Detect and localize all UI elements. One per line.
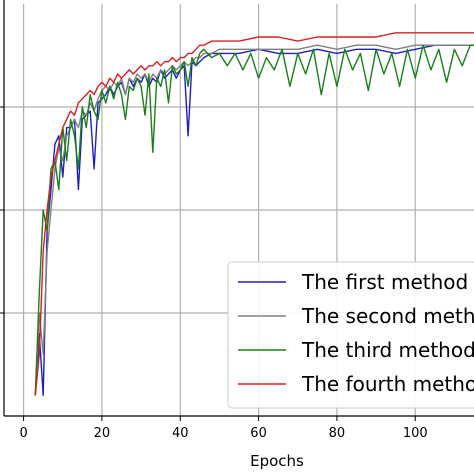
- x-tick-label: 0: [19, 426, 27, 441]
- grid-lines: [4, 4, 474, 416]
- legend-label-2: The second method: [301, 304, 474, 328]
- x-axis-label: Epochs: [250, 452, 304, 470]
- axes: [0, 0, 474, 417]
- x-tick-label: 40: [172, 426, 189, 441]
- legend-box: [227, 261, 474, 409]
- x-tick-label: 60: [250, 426, 267, 441]
- legend-label-3: The third method: [301, 338, 474, 362]
- legend: The first method The second method The thi…: [227, 261, 474, 409]
- legend-label-4: The fourth method: [301, 372, 474, 396]
- x-tick-label: 80: [329, 426, 346, 441]
- x-tick-labels: 0 20 40 60 80 100: [19, 416, 428, 441]
- series-line-4: [34, 32, 474, 396]
- series-lines: [34, 32, 474, 397]
- x-tick-label: 20: [94, 426, 111, 441]
- series-line-3: [34, 44, 474, 396]
- legend-label-1: The first method: [301, 270, 468, 294]
- x-tick-label: 100: [403, 426, 428, 441]
